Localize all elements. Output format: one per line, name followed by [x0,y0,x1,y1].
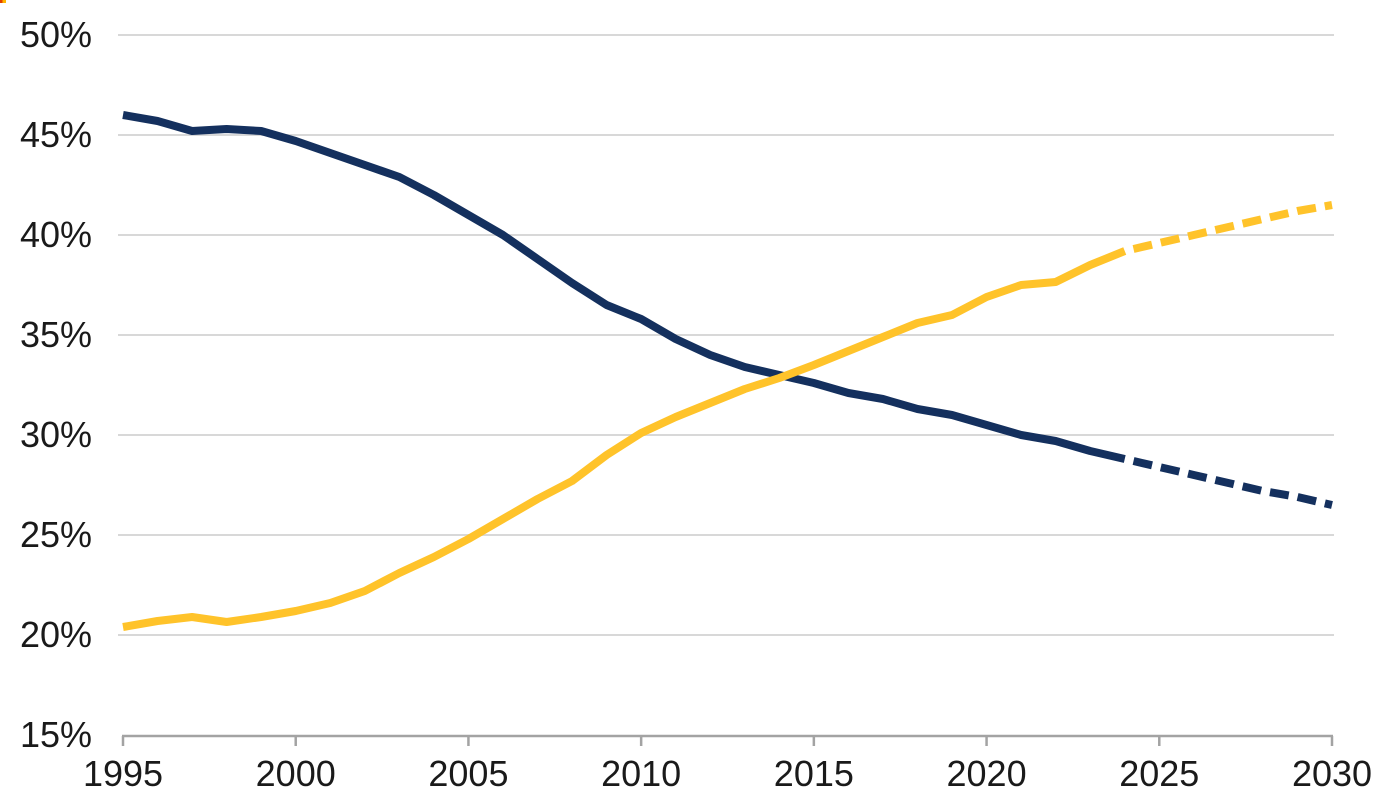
y-tick-label: 15% [20,714,92,755]
y-tick-label: 35% [20,314,92,355]
x-tick-label: 2010 [601,753,681,794]
y-tick-label: 50% [20,14,92,55]
corner-artifact [0,0,6,3]
x-tick-label: 1995 [83,753,163,794]
yellow-series-projection-dashed-line [1123,201,1333,255]
x-tick-label: 2000 [256,753,336,794]
x-tick-label: 2025 [1119,753,1199,794]
y-tick-label: 40% [20,214,92,255]
y-tick-label: 25% [20,514,92,555]
y-tick-label: 30% [20,414,92,455]
x-tick-label: 2020 [947,753,1027,794]
x-tick-label: 2005 [428,753,508,794]
navy-series-projection-dashed-line [1123,455,1333,509]
navy-series-solid-line [122,111,1126,463]
x-tick-label: 2030 [1292,753,1372,794]
yellow-series-solid-line [122,247,1127,631]
y-tick-label: 20% [20,614,92,655]
y-tick-label: 45% [20,114,92,155]
x-tick-label: 2015 [774,753,854,794]
